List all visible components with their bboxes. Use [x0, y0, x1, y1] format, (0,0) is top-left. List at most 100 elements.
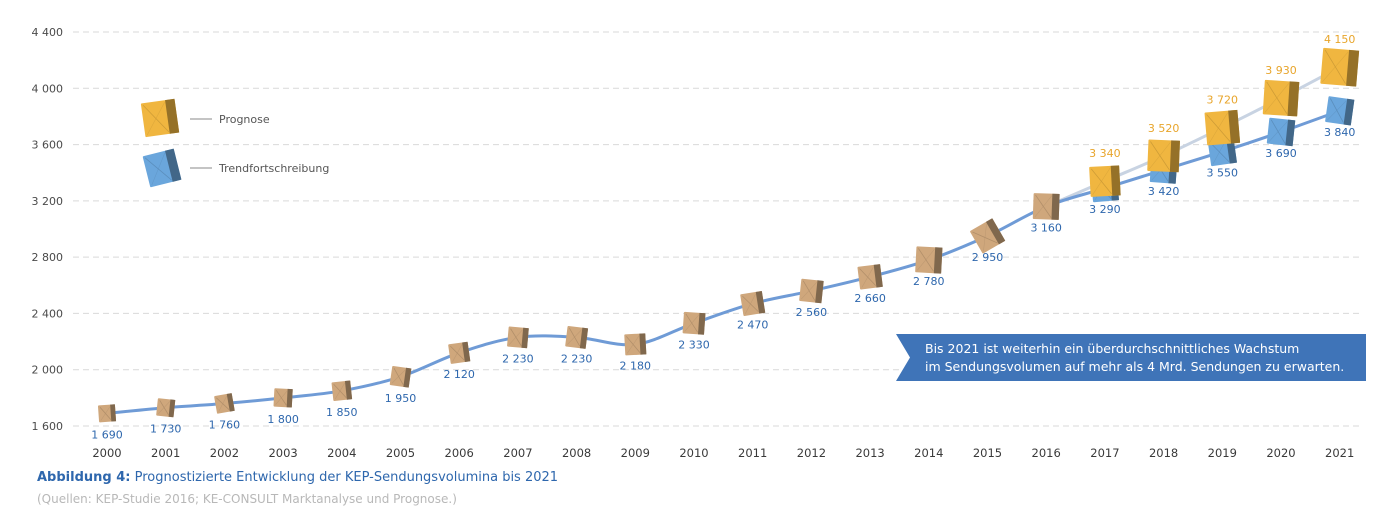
figure-caption: Abbildung 4: Prognostizierte Entwicklung… [37, 470, 558, 485]
data-labels: 1 690 1 730 1 760 1 800 1 850 1 950 2 120 2 230… [91, 33, 1355, 441]
data-label-prognose: 3 340 [1089, 147, 1121, 160]
y-tick-label: 4 000 [32, 82, 64, 95]
data-label-trend: 1 800 [267, 413, 299, 426]
data-point-trend [156, 398, 176, 418]
callout-box: Bis 2021 ist weiterhin ein überdurchschn… [896, 334, 1366, 381]
data-point-trend [915, 246, 943, 274]
x-tick-label: 2020 [1266, 446, 1295, 460]
y-tick-label: 4 400 [32, 26, 64, 39]
data-point-trend [565, 325, 589, 349]
data-point-prognose [1320, 47, 1360, 87]
data-label-trend: 2 950 [972, 251, 1004, 264]
x-tick-label: 2016 [1032, 446, 1061, 460]
x-tick-label: 2013 [855, 446, 884, 460]
x-tick-label: 2018 [1149, 446, 1178, 460]
legend-label-trend: Trendfortschreibung [218, 162, 329, 175]
data-label-trend: 1 850 [326, 406, 358, 419]
data-point-prognose [1204, 109, 1241, 146]
data-point-trend [682, 311, 706, 335]
x-tick-label: 2012 [797, 446, 826, 460]
x-tick-label: 2014 [914, 446, 943, 460]
x-tick-label: 2019 [1208, 446, 1237, 460]
data-label-trend: 2 780 [913, 275, 945, 288]
data-label-trend: 1 730 [150, 423, 182, 436]
data-label-trend: 1 760 [209, 418, 241, 431]
data-label-trend: 2 560 [796, 306, 828, 319]
x-tick-label: 2021 [1325, 446, 1354, 460]
legend-swatch-prognose [140, 98, 180, 138]
data-point-trend [970, 218, 1006, 254]
x-tick-label: 2000 [92, 446, 121, 460]
data-point-trend [1325, 96, 1355, 126]
y-tick-label: 3 200 [32, 195, 64, 208]
y-tick-label: 1 600 [32, 420, 64, 433]
x-tick-label: 2002 [210, 446, 239, 460]
data-label-trend: 1 950 [385, 392, 417, 405]
data-point-trend [389, 366, 412, 388]
caption-label: Abbildung 4: [37, 470, 131, 485]
data-point-trend [273, 388, 293, 408]
x-tick-label: 2017 [1090, 446, 1119, 460]
line-chart: 1 600 2 000 2 400 2 800 3 200 3 600 4 000 4 400… [32, 26, 1366, 460]
data-label-trend: 1 690 [91, 428, 123, 441]
legend: Prognose Trendfortschreibung [140, 98, 329, 188]
data-point-prognose [1262, 79, 1300, 117]
y-tick-label: 3 600 [32, 139, 64, 152]
data-point-trend [1266, 117, 1296, 147]
x-tick-label: 2007 [503, 446, 532, 460]
data-label-trend: 3 160 [1030, 221, 1062, 234]
x-tick-label: 2004 [327, 446, 356, 460]
data-label-trend: 2 330 [678, 338, 710, 351]
x-tick-label: 2001 [151, 446, 180, 460]
data-label-prognose: 3 520 [1148, 122, 1180, 135]
data-point-trend [97, 404, 117, 423]
legend-label-prognose: Prognose [219, 113, 270, 126]
x-tick-label: 2015 [973, 446, 1002, 460]
data-point-trend [857, 264, 883, 290]
legend-box-blue [142, 148, 182, 188]
data-label-trend: 2 470 [737, 319, 769, 332]
x-tick-label: 2005 [386, 446, 415, 460]
legend-item-prognose: Prognose [140, 98, 270, 138]
callout-line-2: im Sendungsvolumen auf mehr als 4 Mrd. S… [925, 359, 1344, 374]
data-point-trend [331, 380, 353, 402]
y-tick-label: 2 000 [32, 364, 64, 377]
legend-swatch-trend [142, 148, 182, 188]
data-label-prognose: 4 150 [1324, 33, 1356, 46]
data-point-trend [448, 341, 471, 364]
data-point-trend [799, 278, 824, 304]
y-tick-label: 2 800 [32, 251, 64, 264]
data-label-prognose: 3 930 [1265, 64, 1297, 77]
data-label-prognose: 3 720 [1207, 94, 1239, 107]
x-tick-label: 2008 [562, 446, 591, 460]
data-point-trend [1032, 193, 1060, 220]
data-label-trend: 3 420 [1148, 185, 1180, 198]
y-axis: 1 600 2 000 2 400 2 800 3 200 3 600 4 000 4 400 [32, 26, 64, 433]
x-tick-label: 2010 [679, 446, 708, 460]
data-point-prognose [1147, 139, 1180, 173]
data-point-trend [507, 326, 529, 349]
callout-background [896, 334, 1366, 381]
data-point-prognose [1089, 165, 1121, 197]
data-point-trend [214, 393, 235, 414]
data-label-trend: 3 290 [1089, 203, 1121, 216]
x-tick-label: 2009 [621, 446, 650, 460]
x-tick-label: 2003 [268, 446, 297, 460]
data-label-trend: 3 840 [1324, 126, 1356, 139]
data-point-boxes [97, 47, 1360, 423]
callout-line-1: Bis 2021 ist weiterhin ein überdurchschn… [925, 341, 1299, 356]
series-line-trend [106, 109, 1341, 415]
data-label-trend: 3 690 [1265, 147, 1297, 160]
legend-item-trend: Trendfortschreibung [142, 148, 329, 188]
legend-box-orange [140, 98, 180, 138]
data-label-trend: 2 230 [561, 352, 593, 365]
data-label-trend: 2 120 [443, 368, 475, 381]
data-label-trend: 2 230 [502, 352, 534, 365]
caption-text: Prognostizierte Entwicklung der KEP-Send… [134, 470, 559, 485]
data-label-trend: 3 550 [1207, 167, 1239, 180]
data-label-trend: 2 180 [620, 359, 652, 372]
y-tick-label: 2 400 [32, 307, 64, 320]
x-axis: 2000 2001 2002 2003 2004 2005 2006 2007 2008 2009… [92, 446, 1354, 460]
data-point-trend [624, 333, 647, 356]
